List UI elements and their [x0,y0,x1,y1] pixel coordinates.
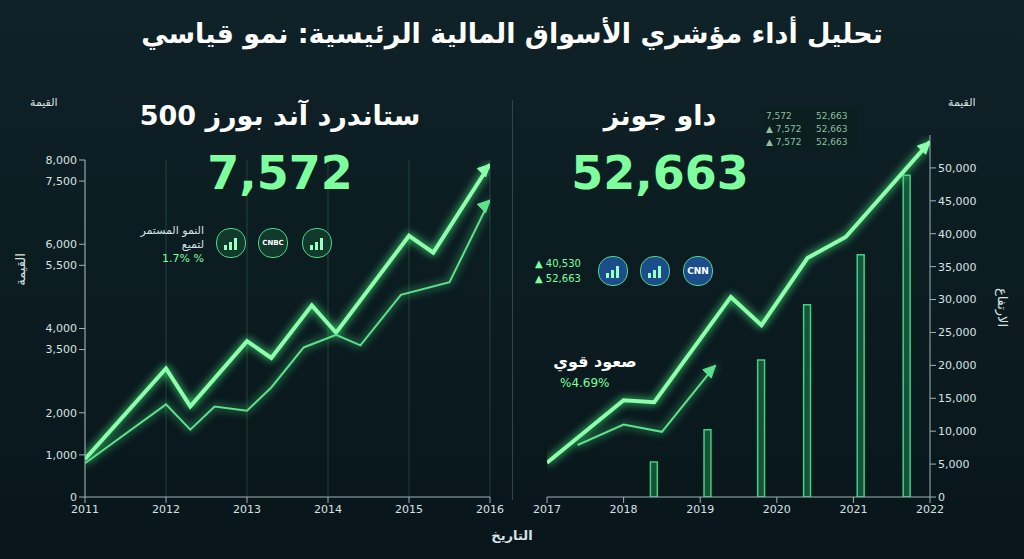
html-text:صعود قوي: صعود قوي [553,352,637,371]
html-text:CNN: CNN [687,266,709,276]
svg-text:5,000: 5,000 [938,458,970,471]
svg-text:45,000: 45,000 [938,195,977,208]
html-text:القيمة: القيمة [30,96,58,109]
html-text:التاريخ: التاريخ [491,528,533,543]
svg-text:35,000: 35,000 [938,261,977,274]
svg-text:50,000: 50,000 [938,162,977,175]
svg-text:15,000: 15,000 [938,392,977,405]
html-text:▲ 7,572: ▲ 7,572 [766,124,802,134]
html-text:% 1.7%: % 1.7% [162,252,204,265]
svg-text:0: 0 [938,491,945,504]
html-text:النمو المستمر: النمو المستمر [140,224,204,237]
svg-text:2015: 2015 [395,503,423,516]
svg-text:7,500: 7,500 [46,175,78,188]
html-text:الارتفاع: الارتفاع [994,287,1010,328]
svg-text:40,000: 40,000 [938,228,977,241]
html-text:ستاندرد آند بورز 500: ستاندرد آند بورز 500 [139,100,421,131]
svg-text:2,000: 2,000 [46,407,78,420]
svg-text:6,000: 6,000 [46,238,78,251]
html-text:داو جونز: داو جونز [603,100,717,131]
svg-text:4,000: 4,000 [46,322,78,335]
svg-text:1,000: 1,000 [46,449,78,462]
html-text:▲ 7,572: ▲ 7,572 [766,137,802,147]
svg-text:2012: 2012 [152,503,180,516]
svg-text:30,000: 30,000 [938,293,977,306]
html-text:القيمة: القيمة [948,96,976,109]
html-text:7,572: 7,572 [207,146,353,200]
svg-text:8,000: 8,000 [46,154,78,167]
svg-text:25,000: 25,000 [938,326,977,339]
html-text:لتميع: لتميع [181,238,204,251]
html-text:▲ 52,663: ▲ 52,663 [535,273,581,284]
svg-text:10,000: 10,000 [938,425,977,438]
svg-text:20,000: 20,000 [938,359,977,372]
svg-text:2017: 2017 [533,503,561,516]
svg-text:2020: 2020 [763,503,791,516]
svg-text:2019: 2019 [686,503,714,516]
svg-text:0: 0 [70,491,77,504]
svg-text:2013: 2013 [233,503,261,516]
html-text:52,663: 52,663 [571,146,749,200]
svg-text:3,500: 3,500 [46,343,78,356]
svg-text:2022: 2022 [916,503,944,516]
svg-text:2016: 2016 [476,503,504,516]
html-text:%4.69%: %4.69% [560,376,610,390]
svg-text:2021: 2021 [839,503,867,516]
html-text:القيمة: القيمة [12,253,28,286]
svg-text:2014: 2014 [314,503,342,516]
svg-text:5,500: 5,500 [46,259,78,272]
html-text:▲ 40,530: ▲ 40,530 [535,258,581,269]
svg-text:2011: 2011 [71,503,99,516]
html-text:52,663: 52,663 [816,111,848,121]
html-text:7,572: 7,572 [766,111,792,121]
html-text:52,663: 52,663 [816,124,848,134]
html-text:تحليل أداء مؤشري الأسواق المال: تحليل أداء مؤشري الأسواق المالية الرئيسي… [141,18,883,49]
svg-text:2018: 2018 [610,503,638,516]
html-text:52,663: 52,663 [816,137,848,147]
html-text:CNBC: CNBC [262,239,284,247]
